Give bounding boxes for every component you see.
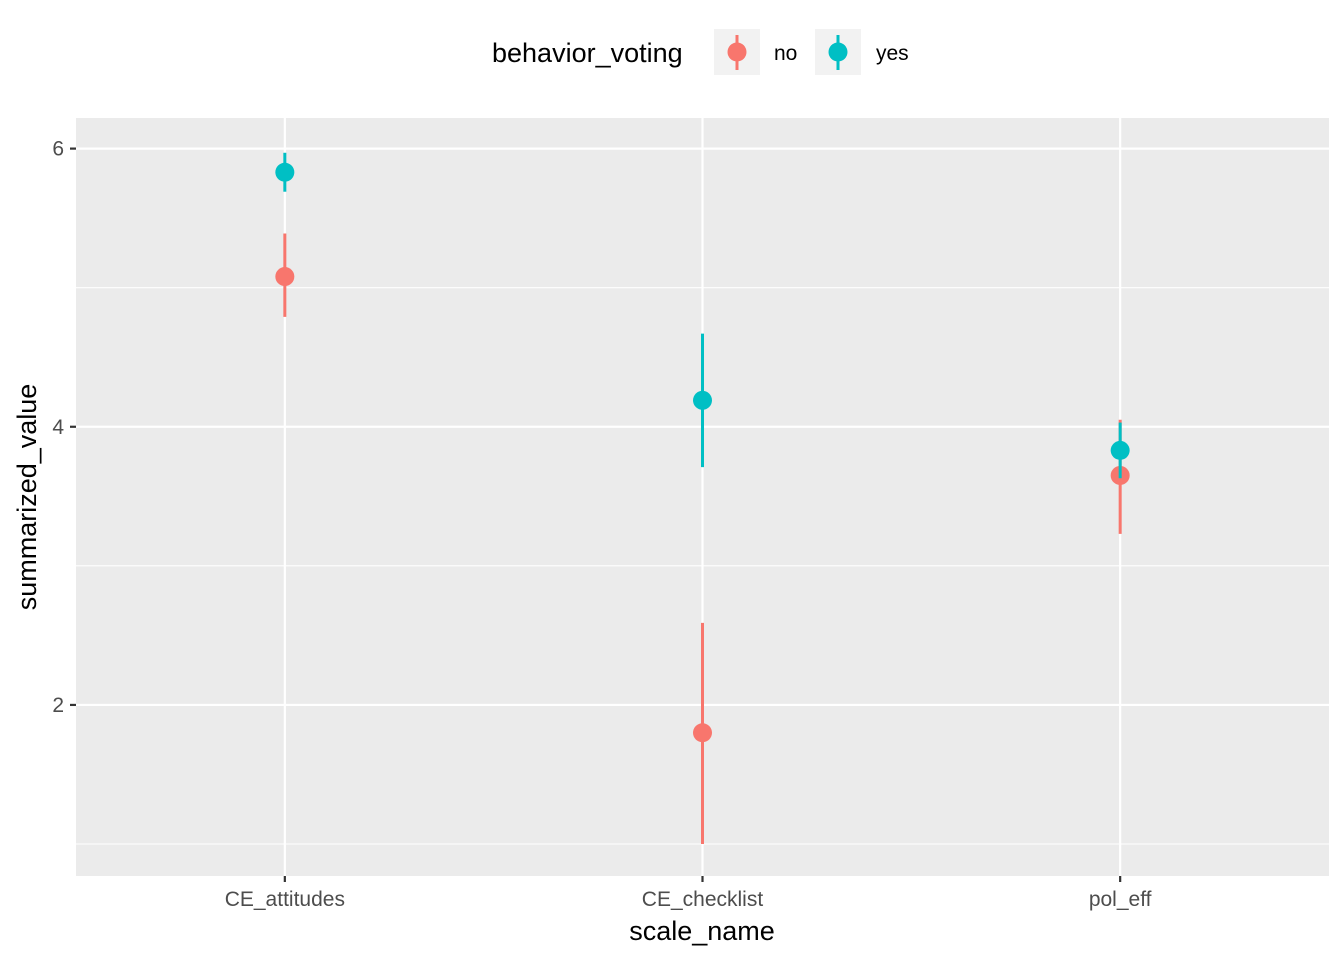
data-point-yes bbox=[693, 390, 712, 410]
legend-label-yes: yes bbox=[876, 42, 909, 65]
x-axis: CE_attitudes CE_checklist pol_eff bbox=[225, 876, 1152, 911]
x-tick-label: CE_checklist bbox=[642, 888, 764, 911]
y-tick-label: 6 bbox=[52, 138, 64, 161]
data-point-yes bbox=[1110, 440, 1130, 460]
data-point-yes bbox=[275, 162, 295, 182]
x-tick-label: CE_attitudes bbox=[225, 888, 345, 911]
legend-title: behavior_voting bbox=[492, 38, 683, 68]
y-tick-label: 4 bbox=[52, 416, 64, 439]
data-marks bbox=[275, 152, 1130, 845]
y-tick-label: 2 bbox=[52, 694, 64, 717]
data-point-no bbox=[693, 723, 712, 743]
legend-key-point-no bbox=[727, 42, 747, 62]
legend-key-point-yes bbox=[828, 42, 848, 62]
x-tick-label: pol_eff bbox=[1089, 888, 1152, 911]
data-point-no bbox=[275, 267, 295, 287]
legend: behavior_voting no yes bbox=[492, 29, 909, 75]
y-axis: 2 4 6 bbox=[52, 138, 76, 717]
legend-label-no: no bbox=[774, 42, 797, 65]
x-axis-title: scale_name bbox=[629, 916, 775, 946]
y-axis-title: summarized_value bbox=[12, 384, 42, 611]
